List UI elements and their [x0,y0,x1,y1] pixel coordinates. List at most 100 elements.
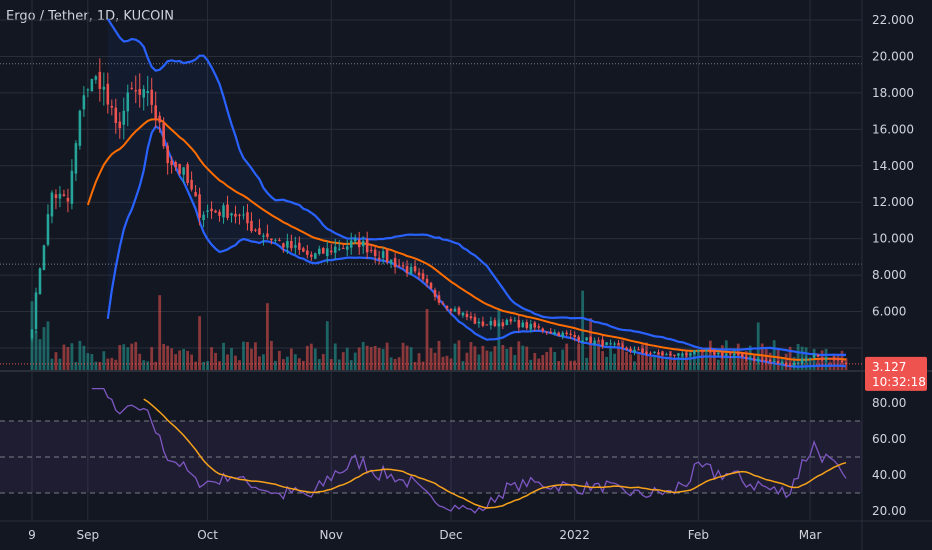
candle-body [681,354,684,356]
volume-bar [174,354,178,370]
candle-body [477,321,481,324]
volume-bar [696,352,700,370]
candle [417,267,421,280]
candle [505,318,509,326]
volume-bar [401,342,405,370]
candle-body [322,247,325,254]
candle [685,351,688,358]
candle-body [214,210,217,213]
candle-body [170,160,173,165]
volume-bar [333,343,337,370]
candle-body [274,239,277,241]
candle-body [377,257,381,260]
candle [373,246,377,264]
candle [262,233,265,246]
candle-body [166,145,169,164]
candle-body [286,240,289,248]
candle-body [812,354,816,358]
candle-body [661,352,664,356]
candle [322,246,325,254]
bollinger-lower [106,125,847,368]
volume-bar [62,344,66,370]
candle-body [481,321,485,326]
candle [90,78,94,92]
volume-bar [365,345,369,370]
candle [66,188,70,213]
volume-bar [593,343,597,370]
candle-body [557,332,560,337]
candle [772,358,776,362]
volume-bar [653,356,656,370]
volume-bar [772,340,776,370]
candle [792,361,796,368]
candle-body [206,210,209,212]
volume-bar [677,358,680,370]
volume-bar [557,361,561,370]
candle [186,162,189,186]
candle-body [489,320,493,326]
volume-bar [102,351,106,370]
volume-bar [577,343,581,370]
candle [42,244,46,271]
candle-body [565,332,568,335]
volume-bar [321,354,325,370]
y-tick-label: 20.000 [872,49,914,63]
candle [449,308,453,315]
candle [657,349,660,355]
volume-bar [289,348,293,370]
candle [701,349,704,353]
candle-body [569,333,572,335]
volume-bar [712,353,716,370]
candle-body [210,208,213,212]
candle [733,350,736,359]
candle-body [401,265,405,267]
volume-bar [42,327,46,370]
candle-body [182,167,185,175]
candle [238,213,241,225]
candle-body [768,359,772,362]
candle [617,340,620,345]
candle [302,246,305,253]
volume-bar [716,359,720,370]
candle [86,88,90,98]
candle-body [230,213,233,216]
candle-body [46,214,50,245]
x-tick-label: Oct [197,528,218,542]
candle-body [194,192,197,197]
candle [174,160,177,171]
candle-body [449,308,453,312]
volume-bar [274,360,277,370]
volume-bar [353,352,357,370]
candle-body [349,240,353,248]
volume-bar [433,352,437,370]
candle-body [222,205,225,218]
candles [30,58,848,368]
candle-body [298,242,301,250]
candle [689,352,692,357]
candle-body [744,356,748,359]
candle [729,350,732,358]
candle-body [302,248,305,252]
candle [286,233,289,254]
candle [329,244,333,255]
candle [832,355,836,361]
candle-body [353,238,357,242]
candle [377,250,381,265]
volume-bar [469,342,473,370]
candle-body [421,273,425,280]
volume-bar [425,309,429,370]
candle [226,195,229,221]
candle [62,189,66,197]
candle [525,319,529,331]
candle [561,330,564,340]
candle [705,349,708,352]
candle [58,186,62,208]
candle-body [589,337,592,343]
volume-bar [182,348,186,370]
candle-body [693,350,696,354]
candle [744,354,748,362]
candle-body [114,107,118,124]
candle [800,358,804,366]
candle [74,140,78,182]
